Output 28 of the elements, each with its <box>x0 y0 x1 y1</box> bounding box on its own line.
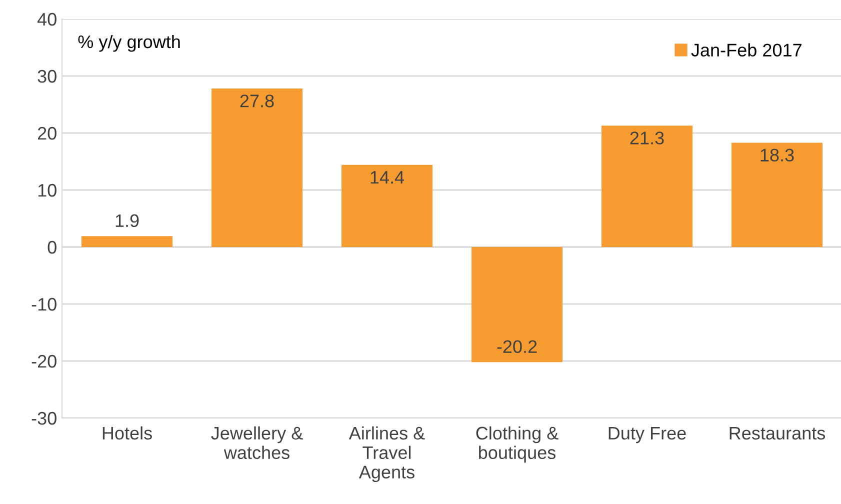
legend-label: Jan-Feb 2017 <box>691 43 802 56</box>
bar <box>212 88 302 247</box>
y-tick-label: 10 <box>38 184 56 197</box>
data-label: 1.9 <box>116 214 139 228</box>
y-tick-label: 20 <box>38 126 56 140</box>
data-label: 21.3 <box>630 132 664 144</box>
y-tick-label: 30 <box>38 70 56 83</box>
data-label: 14.4 <box>370 171 404 184</box>
bar <box>82 236 172 247</box>
x-tick-label: Duty Free <box>608 426 686 444</box>
bar <box>602 126 692 247</box>
y-tick-label: -20 <box>32 354 56 368</box>
y-tick-label: 0 <box>48 240 56 254</box>
data-label: -20.2 <box>497 340 537 354</box>
x-tick-label: Jewellery & watches <box>211 426 303 460</box>
bar <box>732 142 822 247</box>
x-tick-label: Airlines & Travel Agents <box>348 426 425 482</box>
y-tick-label: 40 <box>37 12 56 26</box>
y-tick-label: -10 <box>32 298 56 311</box>
x-tick-label: Clothing & boutiques <box>476 426 558 463</box>
bar <box>472 247 562 362</box>
data-label: 18.3 <box>760 148 794 162</box>
x-tick-label: Hotels <box>102 426 152 440</box>
data-label: 27.8 <box>240 94 274 108</box>
bar <box>342 164 432 247</box>
y-tick-label: -30 <box>32 412 56 425</box>
annotation: % y/y growth <box>78 34 180 52</box>
x-tick-label: Restaurants <box>730 426 826 440</box>
